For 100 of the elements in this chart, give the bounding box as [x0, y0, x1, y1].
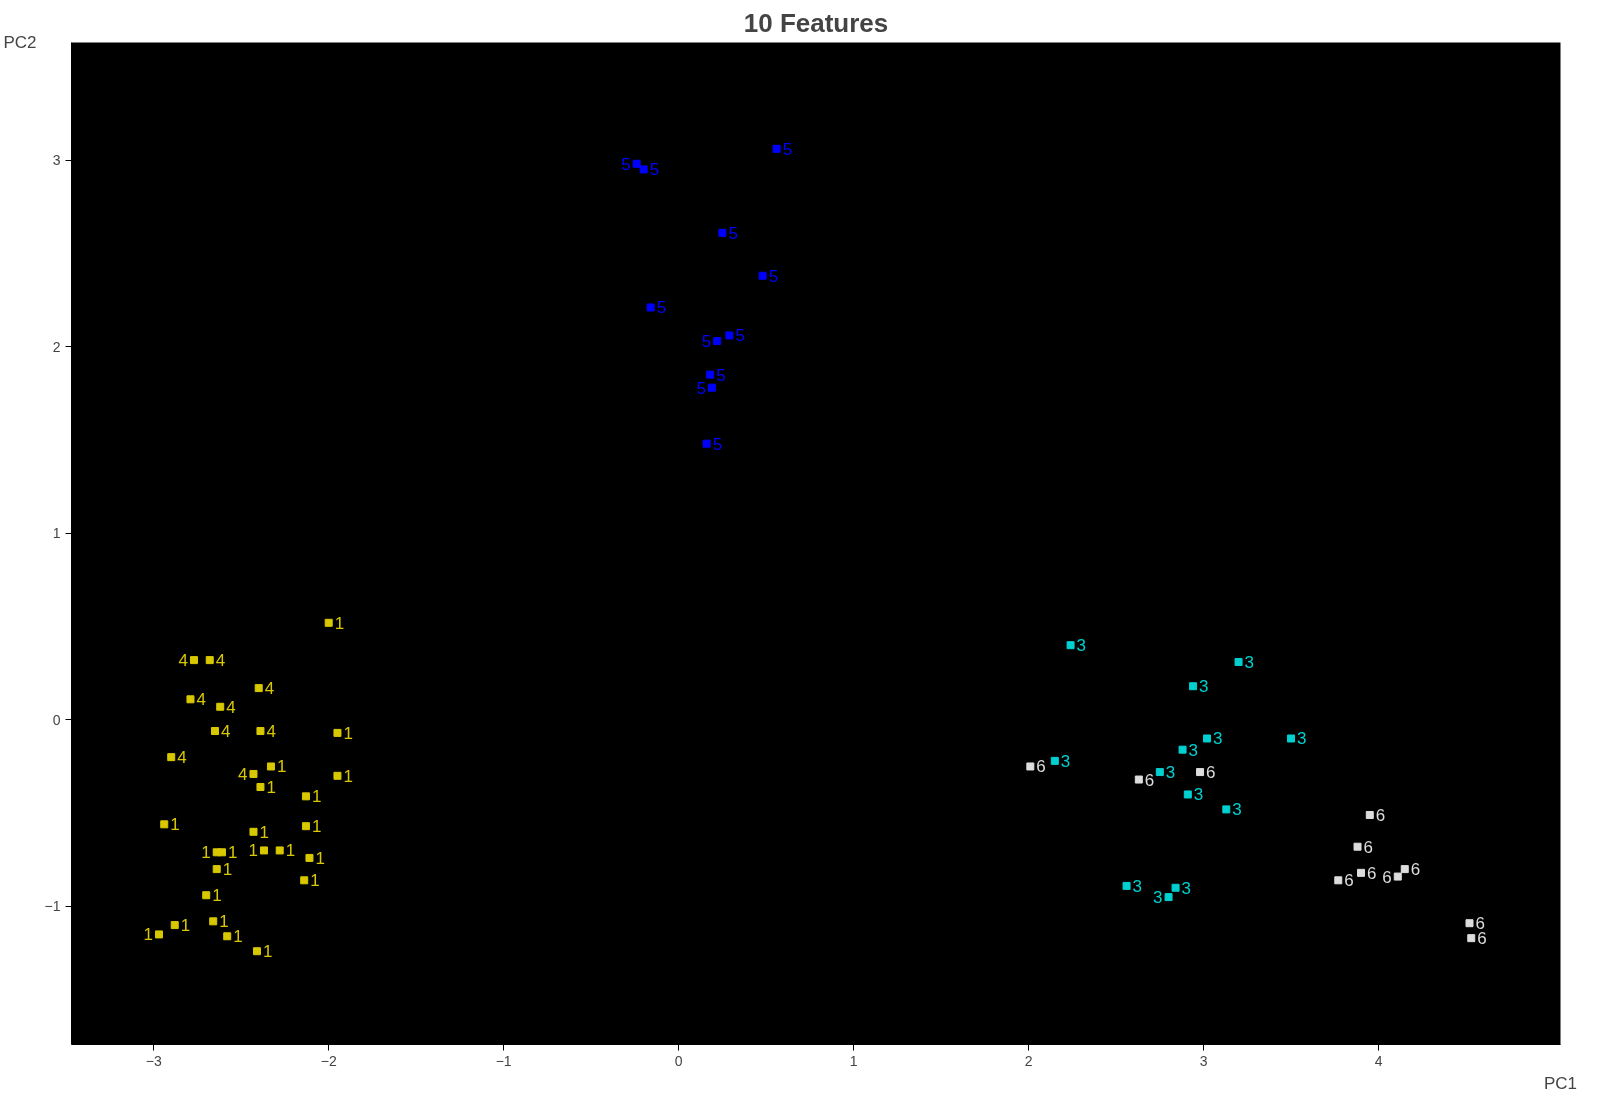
point: [301, 792, 310, 801]
text: 1: [310, 871, 320, 891]
point: [713, 337, 722, 346]
point: [216, 702, 225, 711]
text: 1: [170, 815, 180, 835]
point: [1196, 768, 1205, 777]
series-label: 3: [1153, 888, 1163, 908]
x-tick-label: 1: [849, 1052, 858, 1069]
point: [725, 331, 734, 340]
point: [1050, 756, 1059, 765]
text: 1: [343, 723, 353, 743]
text: 3: [1165, 763, 1176, 783]
y-tick-label: 0: [52, 711, 61, 728]
point: [202, 891, 211, 900]
text: 6: [1363, 837, 1373, 857]
point: [646, 303, 655, 312]
text: 6: [1382, 867, 1392, 887]
text: 6: [1367, 863, 1377, 883]
point: [256, 783, 265, 791]
point: [706, 370, 715, 379]
text: 5: [735, 326, 745, 346]
point: [702, 439, 711, 448]
point: [1357, 868, 1366, 877]
point: [160, 820, 169, 829]
x-tick-label: −3: [145, 1052, 162, 1069]
text: 5: [782, 139, 793, 159]
text: 1: [276, 757, 287, 777]
point: [632, 159, 641, 168]
point: [1134, 775, 1143, 784]
text: 1: [143, 925, 153, 945]
x-tick-label: 0: [674, 1052, 683, 1069]
point: [639, 165, 648, 174]
text: 1: [233, 927, 243, 947]
text: 5: [696, 378, 706, 398]
text: 1: [266, 778, 276, 797]
text: 6: [1477, 929, 1487, 949]
chart-title: 10 Features: [743, 7, 889, 38]
point: [1287, 734, 1296, 743]
point: [1066, 641, 1075, 650]
point: [189, 656, 198, 665]
text: 6: [1144, 770, 1155, 790]
point: [1178, 745, 1187, 754]
point: [217, 848, 226, 857]
text: 3: [1188, 740, 1199, 760]
point: [205, 656, 214, 665]
series-label: 4: [178, 651, 188, 671]
point: [266, 762, 275, 771]
y-tick-label: 3: [52, 152, 61, 169]
point: [1393, 872, 1402, 881]
text: 1: [311, 817, 322, 837]
text: 4: [215, 651, 226, 671]
point: [324, 618, 333, 627]
text: 1: [262, 942, 273, 962]
point: [1222, 805, 1231, 814]
text: 1: [259, 822, 269, 842]
point: [1203, 734, 1212, 743]
text: 4: [238, 764, 248, 784]
text: 6: [1206, 763, 1216, 783]
text: 1: [222, 860, 233, 880]
text: 3: [1199, 677, 1209, 697]
point: [758, 271, 767, 280]
text: 3: [1060, 751, 1071, 771]
point: [1155, 768, 1164, 777]
point: [223, 932, 232, 941]
point: [249, 769, 258, 778]
text: 6: [1344, 871, 1354, 891]
series-label: 5: [716, 365, 726, 385]
y-tick-label: −1: [44, 898, 61, 915]
text: 3: [1213, 729, 1223, 749]
text: 6: [1375, 805, 1386, 825]
text: 3: [1232, 800, 1242, 820]
point: [718, 228, 727, 237]
text: 1: [227, 843, 238, 863]
point: [1122, 881, 1131, 890]
text: 1: [311, 787, 322, 807]
text: 3: [1076, 636, 1087, 656]
point: [1171, 883, 1180, 892]
text: 5: [701, 332, 712, 352]
point: [256, 727, 265, 736]
text: 1: [285, 841, 296, 861]
point: [252, 947, 261, 956]
point: [210, 727, 219, 736]
text: 1: [201, 843, 211, 863]
x-tick-label: 3: [1199, 1052, 1208, 1069]
point: [1467, 934, 1476, 943]
text: 3: [1297, 729, 1307, 749]
point: [1400, 865, 1409, 874]
text: 5: [649, 160, 660, 180]
text: 3: [1244, 652, 1255, 672]
point: [209, 917, 218, 926]
x-axis-title: PC1: [1543, 1073, 1578, 1093]
text: 4: [266, 722, 276, 742]
point: [333, 771, 342, 780]
point: [772, 144, 781, 153]
point: [1026, 762, 1035, 771]
text: 1: [334, 613, 345, 633]
point: [259, 846, 268, 855]
text: 3: [1193, 785, 1204, 805]
point: [707, 383, 716, 392]
text: 4: [196, 690, 206, 710]
